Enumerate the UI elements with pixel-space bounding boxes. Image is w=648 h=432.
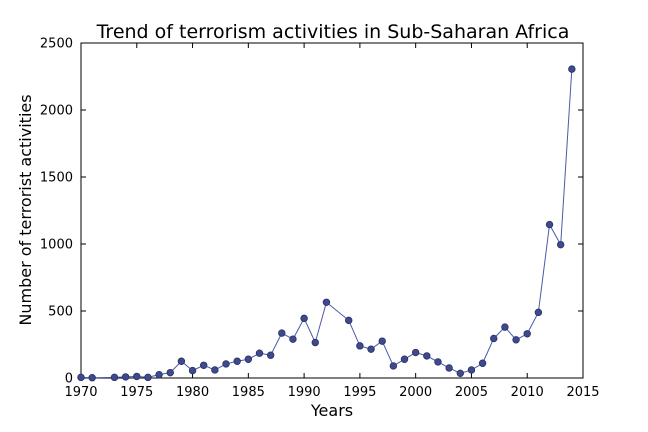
y-tick-label: 2000 [40,104,73,119]
x-tick-label: 1990 [288,385,321,400]
data-point [110,373,119,382]
data-point [400,355,409,363]
series-layer [77,65,576,382]
data-point [200,361,208,369]
data-point [434,358,442,366]
data-point [512,336,520,344]
data-point [568,65,576,73]
data-point [545,220,554,229]
x-tick-label: 1985 [232,385,265,400]
data-point [155,370,163,379]
data-point [188,366,197,375]
x-axis-ticks: 1970 1975 1980 1985 1990 1995 2000 2005 2010 2015 [64,43,600,400]
x-axis-label: Years [310,401,353,420]
x-tick-label: 2005 [455,385,488,400]
data-point [255,349,264,357]
data-point [523,330,531,338]
data-point [222,360,230,368]
data-point [445,364,453,372]
plot-frame [80,42,584,379]
data-point [478,359,487,367]
data-point [244,355,253,363]
data-point [490,334,498,343]
x-tick-label: 1970 [64,385,97,400]
x-tick-label: 1975 [120,385,153,400]
data-point [322,298,331,306]
series-line [80,69,573,379]
data-point [289,335,297,343]
data-point [278,329,286,337]
data-point [501,323,509,331]
data-point [311,338,319,347]
data-point [367,345,375,353]
data-point [467,366,476,374]
x-tick-label: 1980 [176,385,209,400]
data-point [144,373,152,382]
y-axis-ticks: 0 500 1000 1500 2000 2500 [40,37,583,387]
data-point [133,372,141,381]
data-point [233,357,241,365]
x-tick-label: 1995 [343,385,376,400]
data-point [88,374,96,382]
x-tick-label: 2015 [566,385,599,400]
y-tick-label: 0 [65,372,73,387]
y-axis-label: Number of terrorist activities [16,94,35,325]
data-point [77,373,85,382]
data-point [211,366,219,374]
data-point [121,373,130,381]
y-tick-label: 500 [48,305,73,320]
data-point [423,352,431,360]
data-point [300,314,308,323]
data-point [356,342,364,350]
data-point [166,368,174,377]
data-point [266,351,275,359]
data-point [389,362,398,370]
data-point [177,357,186,365]
data-point [556,240,565,249]
data-point [456,369,464,378]
data-point [378,337,386,345]
y-tick-label: 2500 [40,37,73,52]
x-tick-label: 2000 [399,385,432,400]
chart-title: Trend of terrorism activities in Sub-Sah… [96,21,570,43]
plot-area: 1970 1975 1980 1985 1990 1995 2000 2005 2010 2015… [40,37,600,401]
data-point [345,316,353,325]
x-tick-label: 2010 [511,385,544,400]
data-point [411,348,420,357]
y-tick-label: 1000 [40,238,73,253]
y-tick-label: 1500 [40,171,73,186]
data-point [534,308,543,317]
